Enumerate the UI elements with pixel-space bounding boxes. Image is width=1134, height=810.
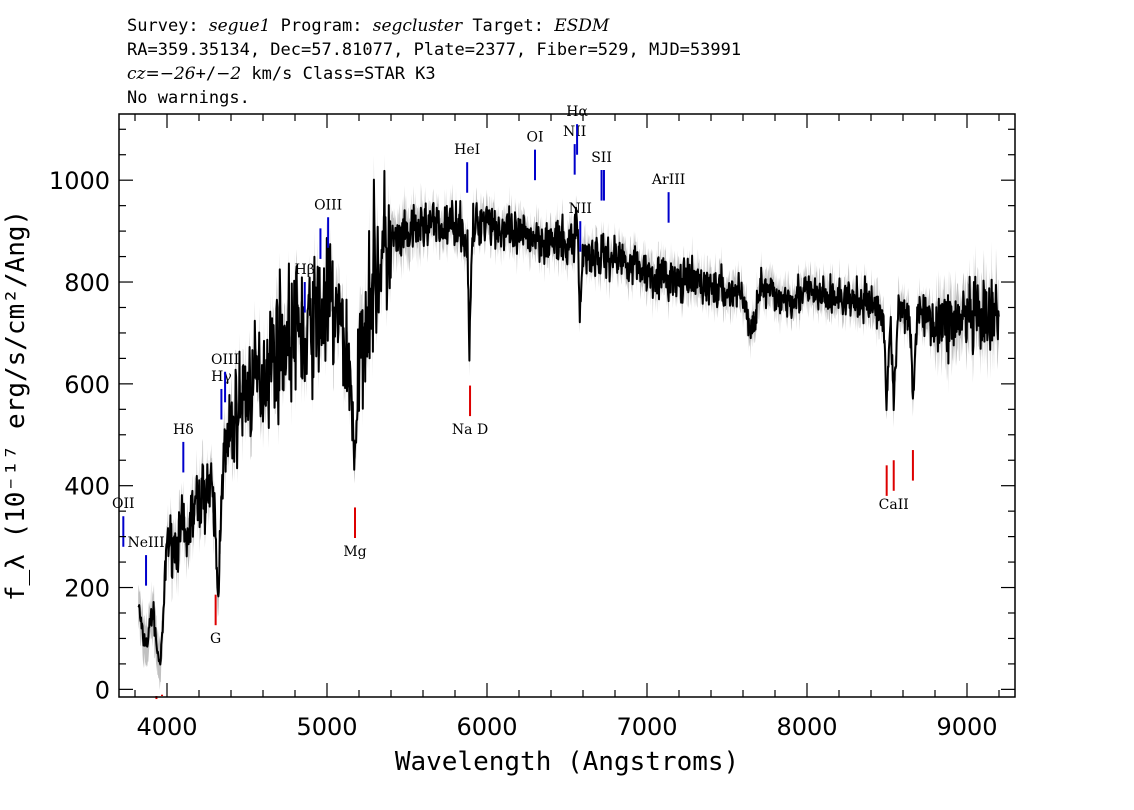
absorption-label-Mg: Mg [343,544,366,560]
absorption-label-NaD: Na D [452,422,488,438]
header-redshift-line: cz=−26+/−2 km/s Class=STAR K3 [127,64,436,84]
header-redshift-line-part: +/ [196,64,216,84]
x-tick-label: 6000 [456,713,517,741]
y-tick-label: 600 [64,371,110,399]
header: Survey: segue1 Program: segcluster Targe… [127,16,741,108]
header-redshift-line-part: −2 [216,64,241,84]
x-tick-label: 5000 [296,713,357,741]
header-survey-line-part: Program: [270,16,372,36]
emission-label-OI: OI [526,130,543,146]
emission-label-OII: OII [112,496,135,512]
header-redshift-line-part: −26 [160,64,196,84]
x-tick-label: 9000 [936,713,997,741]
header-survey-line-part: ESDM [553,16,610,36]
header-survey-line-part: segcluster [373,16,463,36]
emission-label-Halpha: Hα [566,104,588,120]
absorption-label-CaII-8542: CaII [879,497,909,513]
emission-label-NII-6548: NII [563,124,586,140]
emission-label-NII-6583: NII [569,201,592,217]
emission-label-Hbeta: Hβ [295,262,315,278]
plot-frame [118,113,1016,698]
y-tick-label: 800 [64,269,110,297]
header-survey-line: Survey: segue1 Program: segcluster Targe… [127,16,610,36]
emission-label-OIII-4363: OIII [211,352,239,368]
header-redshift-line-part: cz= [127,64,160,84]
emission-label-NeIII: NeIII [127,535,164,551]
header-survey-line-part: segue1 [209,16,271,36]
y-tick-label: 400 [64,473,110,501]
flux-line [137,169,1000,666]
absorption-label-G-band: G [210,631,221,647]
axes: 4000 5000 6000 7000 8000 9000 0 200 400 600 800 100… [49,113,1016,741]
x-tick-label: 4000 [136,713,197,741]
emission-label-SII-6716: SII [591,150,612,166]
x-tick-label: 8000 [776,713,837,741]
x-axis-title: Wavelength (Angstroms) [395,747,739,777]
x-tick-label: 7000 [616,713,677,741]
flux-series [137,169,1000,666]
header-coordinates-line: RA=359.35134, Dec=57.81077, Plate=2377, … [127,40,741,60]
header-warnings-line: No warnings. [127,88,250,108]
emission-label-HeI: HeI [454,142,480,158]
header-survey-line-part: Survey: [127,16,209,36]
y-tick-label: 1000 [49,167,110,195]
emission-label-Hgamma: Hγ [211,369,232,385]
header-survey-line-part: Target: [462,16,554,36]
emission-label-ArIII: ArIII [651,172,685,188]
emission-label-OIII-5007: OIII [314,197,342,213]
y-tick-label: 0 [95,676,110,704]
emission-label-Hdelta: Hδ [173,422,194,438]
header-redshift-line-part: km/s Class=STAR K3 [241,64,435,84]
y-tick-label: 200 [64,575,110,603]
y-axis-title: f_λ (10⁻¹⁷ erg/s/cm²/Ang) [1,210,31,601]
